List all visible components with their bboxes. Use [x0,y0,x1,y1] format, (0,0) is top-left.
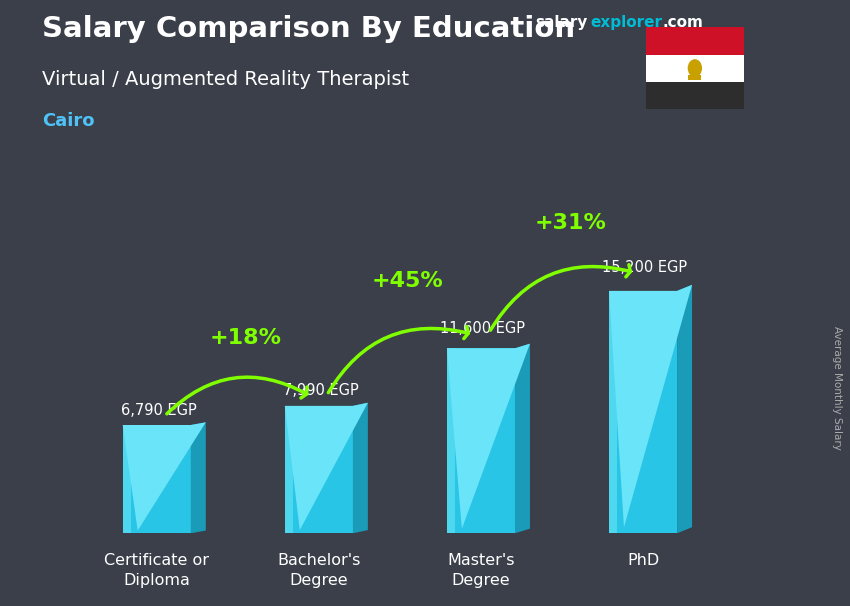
Text: 15,200 EGP: 15,200 EGP [602,260,687,275]
Text: 6,790 EGP: 6,790 EGP [121,403,196,418]
Text: +31%: +31% [534,213,606,233]
Polygon shape [122,422,206,531]
Text: explorer: explorer [591,15,663,30]
Text: 11,600 EGP: 11,600 EGP [440,321,525,336]
Bar [285,406,293,533]
Bar [646,27,744,55]
Bar [646,55,744,82]
Polygon shape [285,402,368,530]
Text: +45%: +45% [372,271,444,291]
Text: salary: salary [536,15,588,30]
Polygon shape [609,285,692,527]
Polygon shape [677,285,692,533]
FancyBboxPatch shape [285,406,353,533]
FancyBboxPatch shape [609,291,677,533]
Polygon shape [515,344,530,533]
Text: Salary Comparison By Education: Salary Comparison By Education [42,15,575,43]
Bar [688,75,701,79]
FancyBboxPatch shape [122,425,190,533]
Text: Average Monthly Salary: Average Monthly Salary [832,326,842,450]
Text: Virtual / Augmented Reality Therapist: Virtual / Augmented Reality Therapist [42,70,410,88]
Bar [122,425,131,533]
Bar [447,348,455,533]
Polygon shape [190,422,206,533]
Bar [646,82,744,109]
Polygon shape [447,344,530,528]
Text: Cairo: Cairo [42,112,95,130]
Text: 7,990 EGP: 7,990 EGP [282,382,359,398]
Bar [609,291,617,533]
Text: .com: .com [663,15,704,30]
FancyBboxPatch shape [447,348,515,533]
Polygon shape [353,402,368,533]
Circle shape [688,59,702,77]
Text: +18%: +18% [210,328,282,348]
